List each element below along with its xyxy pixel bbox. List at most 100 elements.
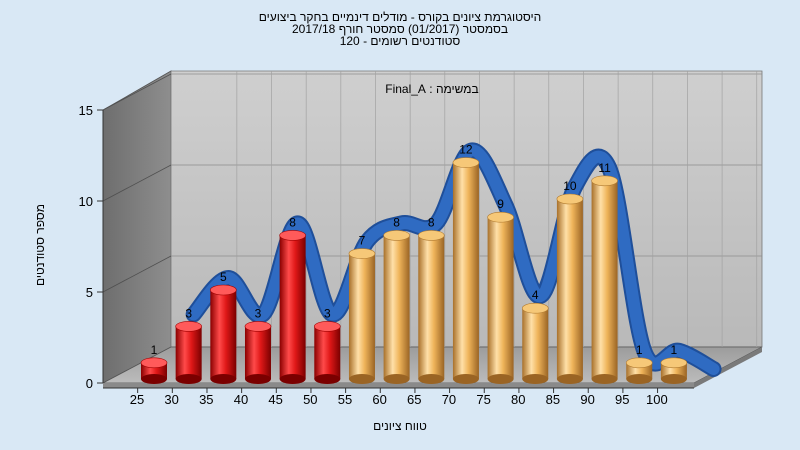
bar-value-label: 8 xyxy=(393,215,400,229)
bar-value-label: 11 xyxy=(598,161,611,175)
bar-body xyxy=(487,217,514,379)
bar-90: 11 xyxy=(591,161,618,384)
bar-body xyxy=(556,199,583,379)
bar-value-label: 3 xyxy=(324,306,331,320)
bar-95: 1 xyxy=(625,343,653,384)
bar-value-label: 4 xyxy=(532,288,539,302)
bar-value-label: 9 xyxy=(497,197,504,211)
bar-35: 5 xyxy=(210,270,237,384)
x-tick-label: 75 xyxy=(476,392,490,407)
bar-top xyxy=(521,302,549,314)
bar-bottom xyxy=(452,374,479,384)
y-tick-label: 15 xyxy=(79,103,93,118)
bar-45: 8 xyxy=(279,215,306,384)
bar-bottom xyxy=(348,374,375,384)
bar-bottom xyxy=(487,374,514,384)
x-tick-label: 90 xyxy=(580,392,594,407)
x-tick-label: 40 xyxy=(234,392,248,407)
bar-body xyxy=(522,308,549,379)
bar-body xyxy=(244,326,271,379)
y-tick-label: 0 xyxy=(86,376,93,391)
bar-value-label: 8 xyxy=(289,215,296,229)
bar-bottom xyxy=(314,374,341,384)
x-tick-label: 30 xyxy=(164,392,178,407)
chart-subtitle: במשימה : Final_A xyxy=(385,82,478,96)
bar-85: 10 xyxy=(556,179,584,384)
bar-top xyxy=(625,357,653,369)
x-tick-label: 25 xyxy=(130,392,144,407)
bar-100: 1 xyxy=(660,343,688,384)
bar-value-label: 12 xyxy=(459,143,473,157)
bar-value-label: 10 xyxy=(563,179,577,193)
x-tick-label: 80 xyxy=(511,392,525,407)
bar-bottom xyxy=(383,374,410,384)
bar-value-label: 1 xyxy=(151,343,158,357)
bar-30: 3 xyxy=(175,306,202,384)
bar-top xyxy=(244,321,272,332)
bar-bottom xyxy=(522,374,549,384)
bar-bottom xyxy=(556,374,583,384)
bar-top xyxy=(591,175,618,187)
bar-bottom xyxy=(175,374,202,384)
x-tick-label: 95 xyxy=(615,392,629,407)
bar-value-label: 3 xyxy=(255,306,262,320)
bar-body xyxy=(175,326,202,379)
bar-75: 9 xyxy=(487,197,514,384)
bar-body xyxy=(591,180,618,379)
bar-bottom xyxy=(279,374,306,384)
chart-title: היסטוגרמת ציונים בקורס - מודלים דינמיים … xyxy=(0,11,800,47)
bar-top xyxy=(348,248,376,259)
bar-25: 1 xyxy=(140,343,168,384)
grid-line-side xyxy=(102,164,172,202)
x-axis-label: טווח ציונים xyxy=(373,419,427,433)
floor-right-edge xyxy=(694,347,762,388)
bar-80: 4 xyxy=(521,288,549,384)
bar-value-label: 7 xyxy=(359,234,366,248)
x-tick-label: 55 xyxy=(338,392,352,407)
bar-bottom xyxy=(626,374,653,384)
bar-body xyxy=(452,162,479,379)
bar-value-label: 5 xyxy=(220,270,227,284)
bar-value-label: 1 xyxy=(636,343,643,357)
bar-65: 8 xyxy=(417,215,445,384)
bar-top xyxy=(279,230,306,241)
bar-60: 8 xyxy=(383,215,410,384)
bar-value-label: 8 xyxy=(428,215,435,229)
bar-bottom xyxy=(660,374,687,384)
bar-body xyxy=(418,235,445,379)
x-tick-label: 85 xyxy=(546,392,560,407)
x-tick-label: 60 xyxy=(372,392,386,407)
bar-top xyxy=(556,193,584,205)
bar-body xyxy=(348,253,375,379)
bar-bottom xyxy=(210,374,237,384)
bar-body xyxy=(314,326,341,379)
y-axis-label: מספר סטודנטים xyxy=(33,204,47,286)
bar-top xyxy=(313,321,341,332)
bar-value-label: 1 xyxy=(671,343,678,357)
bar-55: 7 xyxy=(348,234,376,384)
grid-line-side xyxy=(102,73,172,111)
bar-50: 3 xyxy=(313,306,341,384)
x-tick-label: 65 xyxy=(407,392,421,407)
bar-bottom xyxy=(244,374,271,384)
bar-top xyxy=(175,321,202,332)
y-tick-label: 10 xyxy=(79,194,93,209)
x-tick-label: 70 xyxy=(442,392,456,407)
bar-70: 12 xyxy=(452,143,480,384)
bar-body xyxy=(383,235,410,379)
bar-top xyxy=(452,157,480,168)
bar-top xyxy=(383,230,410,241)
bar-body xyxy=(279,235,306,379)
chart-title-line-1: היסטוגרמת ציונים בקורס - מודלים דינמיים … xyxy=(258,10,542,24)
bar-bottom xyxy=(591,374,618,384)
y-tick-label: 5 xyxy=(86,285,93,300)
x-tick-label: 50 xyxy=(303,392,317,407)
y-axis: 0 5 10 15 xyxy=(79,103,104,391)
bar-40: 3 xyxy=(244,306,272,384)
x-tick-label: 100 xyxy=(646,392,668,407)
x-axis: 25 30 35 40 45 50 55 60 65 70 75 80 85 90 95 100 xyxy=(103,387,694,407)
grid-line-side xyxy=(102,255,172,293)
bar-bottom xyxy=(418,374,445,384)
